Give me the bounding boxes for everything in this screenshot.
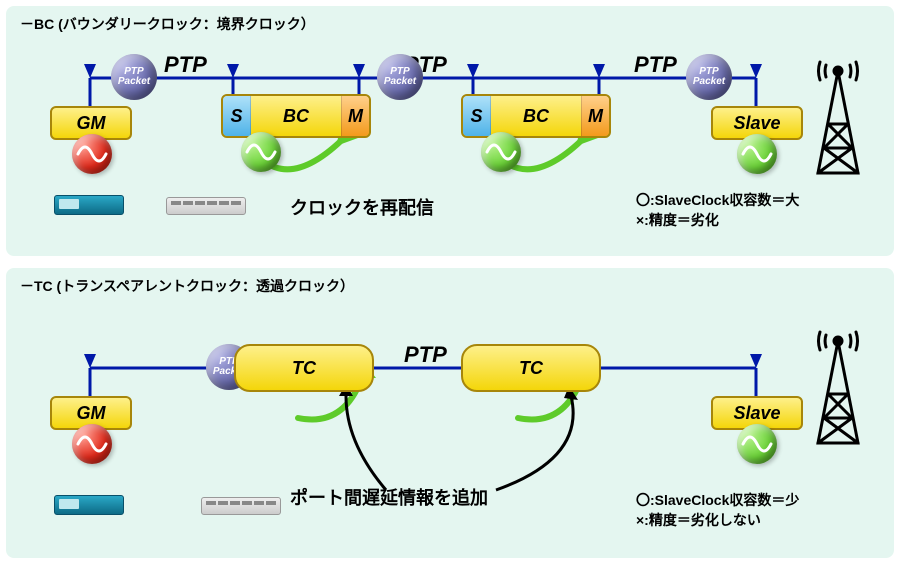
ptp-packet-text: PTP Packet xyxy=(384,67,416,87)
bc2-label: BC xyxy=(491,106,581,127)
router-device-icon xyxy=(54,195,124,215)
bc-note-good: 〇:SlaveClock収容数＝大 xyxy=(636,191,799,211)
ptp-packet-ball-3: PTP Packet xyxy=(686,54,732,100)
gm-label-tc: GM xyxy=(77,403,106,424)
osc-red-gm xyxy=(72,134,112,174)
osc-green-slave xyxy=(737,134,777,174)
tc-block-1: TC xyxy=(234,344,374,392)
ptp-packet-ball-2: PTP Packet xyxy=(377,54,423,100)
tc-notes: 〇:SlaveClock収容数＝少 ×:精度＝劣化しない xyxy=(636,491,799,530)
slave-label-tc: Slave xyxy=(733,403,780,424)
ptp-packet-ball-1: PTP Packet xyxy=(111,54,157,100)
bc-caption: クロックを再配信 xyxy=(290,194,434,220)
tc-block-2: TC xyxy=(461,344,601,392)
switch-device-icon xyxy=(166,197,246,215)
antenna-icon xyxy=(806,58,886,188)
antenna-icon-tc xyxy=(806,328,886,458)
ptp-packet-text: PTP Packet xyxy=(693,67,725,87)
osc-green-bc2 xyxy=(481,132,521,172)
tc-caption: ポート間遅延情報を追加 xyxy=(290,484,488,510)
router-device-icon-tc xyxy=(54,495,124,515)
slave-label: Slave xyxy=(733,113,780,134)
osc-red-gm-tc xyxy=(72,424,112,464)
bc-notes: 〇:SlaveClock収容数＝大 ×:精度＝劣化 xyxy=(636,191,799,230)
osc-green-bc1 xyxy=(241,132,281,172)
osc-green-slave-tc xyxy=(737,424,777,464)
bc1-s-cap: S xyxy=(223,96,251,136)
bc1-m-cap: M xyxy=(341,96,369,136)
bc2-s-cap: S xyxy=(463,96,491,136)
ptp-packet-text: PTP Packet xyxy=(118,67,150,87)
panel-bc: －BC (バウンダリークロック：境界クロック） xyxy=(6,6,894,256)
tc1-label: TC xyxy=(292,358,316,379)
gm-label: GM xyxy=(77,113,106,134)
bc1-label: BC xyxy=(251,106,341,127)
tc-note-bad: ×:精度＝劣化しない xyxy=(636,511,799,531)
ptp-label-3: PTP xyxy=(634,52,677,78)
bc-note-bad: ×:精度＝劣化 xyxy=(636,211,799,231)
switch-device-icon-tc xyxy=(201,497,281,515)
ptp-label-1: PTP xyxy=(164,52,207,78)
ptp-label-tc: PTP xyxy=(404,342,447,368)
tc-note-good: 〇:SlaveClock収容数＝少 xyxy=(636,491,799,511)
tc2-label: TC xyxy=(519,358,543,379)
bc2-m-cap: M xyxy=(581,96,609,136)
panel-tc: －TC (トランスペアレントクロック：透過クロック） PTP PTP Packe… xyxy=(6,268,894,558)
